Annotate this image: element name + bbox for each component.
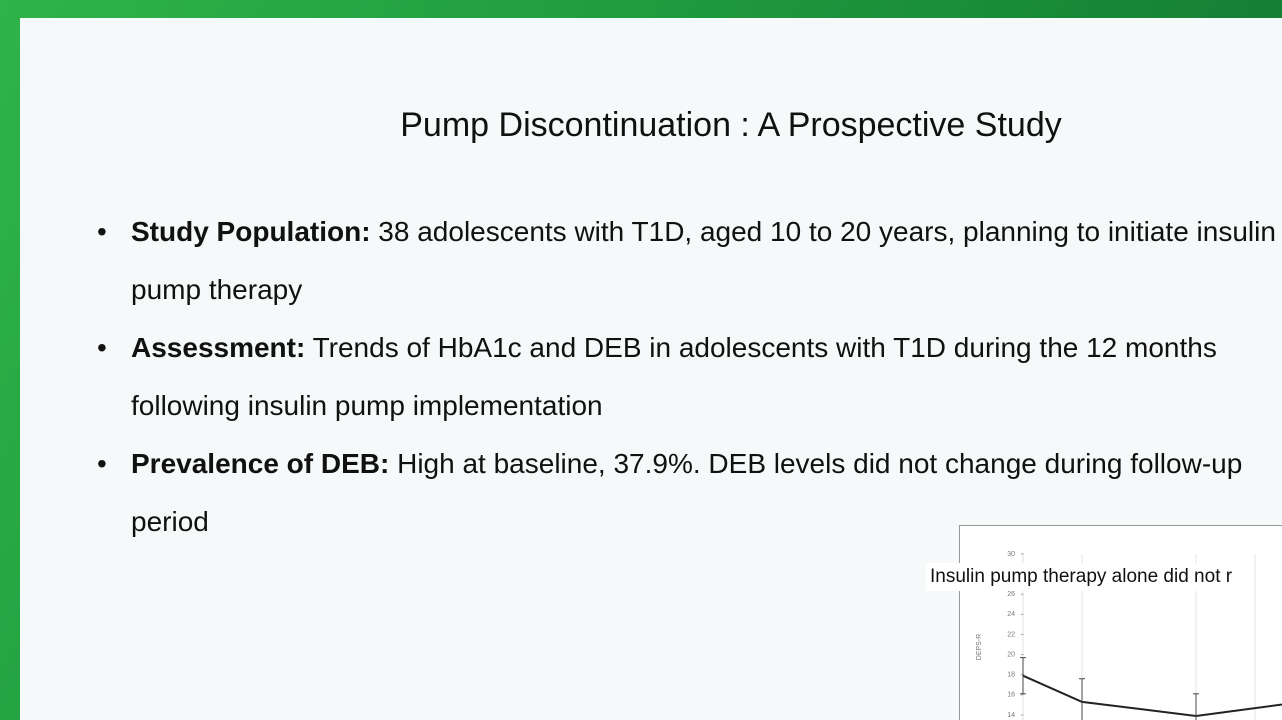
bullet-label: Prevalence of DEB: — [131, 448, 390, 479]
slide-title: Pump Discontinuation : A Prospective Stu… — [400, 106, 1062, 144]
bullet: Assessment: Trends of HbA1c and DEB in a… — [93, 319, 1282, 435]
y-axis-label: DEPS-R — [976, 634, 983, 660]
y-tick-label: 20 — [1007, 651, 1015, 658]
bullet-label: Assessment: — [131, 332, 306, 363]
bullet: Prevalence of DEB: High at baseline, 37.… — [93, 435, 1282, 551]
data-line — [1022, 674, 1282, 717]
y-tick-label: 30 — [1007, 551, 1015, 558]
y-tick-label: 18 — [1007, 672, 1015, 679]
bullet-text: Trends of HbA1c and DEB in adolescents w… — [131, 332, 1225, 421]
y-tick-label: 24 — [1007, 611, 1015, 618]
bullet-text: 38 adolescents with T1D, aged 10 to 20 y… — [131, 216, 1276, 305]
chart-annotation: Insulin pump therapy alone did not r — [926, 563, 1237, 591]
bullet-list: Study Population: 38 adolescents with T1… — [93, 203, 1282, 551]
chart-frame — [959, 525, 1282, 720]
bullet-label: Study Population: — [131, 216, 371, 247]
y-tick-label: 22 — [1007, 631, 1015, 638]
slide: Pump Discontinuation : A Prospective Stu… — [20, 18, 1282, 720]
y-tick-label: 26 — [1007, 591, 1015, 598]
bullet-text: High at baseline, 37.9%. DEB levels did … — [131, 448, 1258, 537]
bullet: Study Population: 38 adolescents with T1… — [93, 203, 1282, 319]
inset-chart: DEPS-R 12141618202224262830 — [959, 525, 1282, 720]
y-tick-label: 14 — [1007, 712, 1015, 719]
y-tick-label: 16 — [1007, 692, 1015, 699]
